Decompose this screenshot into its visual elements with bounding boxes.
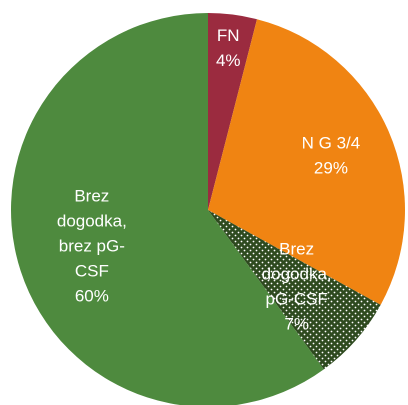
category-label: CSF xyxy=(75,262,109,281)
value-label: 4% xyxy=(216,52,241,71)
category-label: Brez xyxy=(279,240,314,259)
value-label: 29% xyxy=(314,159,348,178)
pie-slice xyxy=(208,13,257,210)
slice-label: Brez dogodka, pG-CSF 7% xyxy=(262,240,332,334)
category-label: pG-CSF xyxy=(265,290,327,309)
slice-label: FN 4% xyxy=(216,27,241,71)
pie-slice xyxy=(208,210,381,370)
category-label: dogodka, xyxy=(262,265,332,284)
category-label: N G 3/4 xyxy=(302,134,361,153)
slice-label: N G 3/4 29% xyxy=(302,134,361,178)
slice-label: Brez dogodka, brez pG- CSF 60% xyxy=(57,187,127,306)
category-label: Brez xyxy=(74,187,109,206)
pie-slice xyxy=(208,19,406,305)
category-label: FN xyxy=(217,27,240,46)
value-label: 60% xyxy=(75,287,109,306)
category-label: dogodka, xyxy=(57,212,127,231)
category-label: brez pG- xyxy=(59,237,125,256)
value-label: 7% xyxy=(284,315,309,334)
pie-slice xyxy=(11,13,324,405)
